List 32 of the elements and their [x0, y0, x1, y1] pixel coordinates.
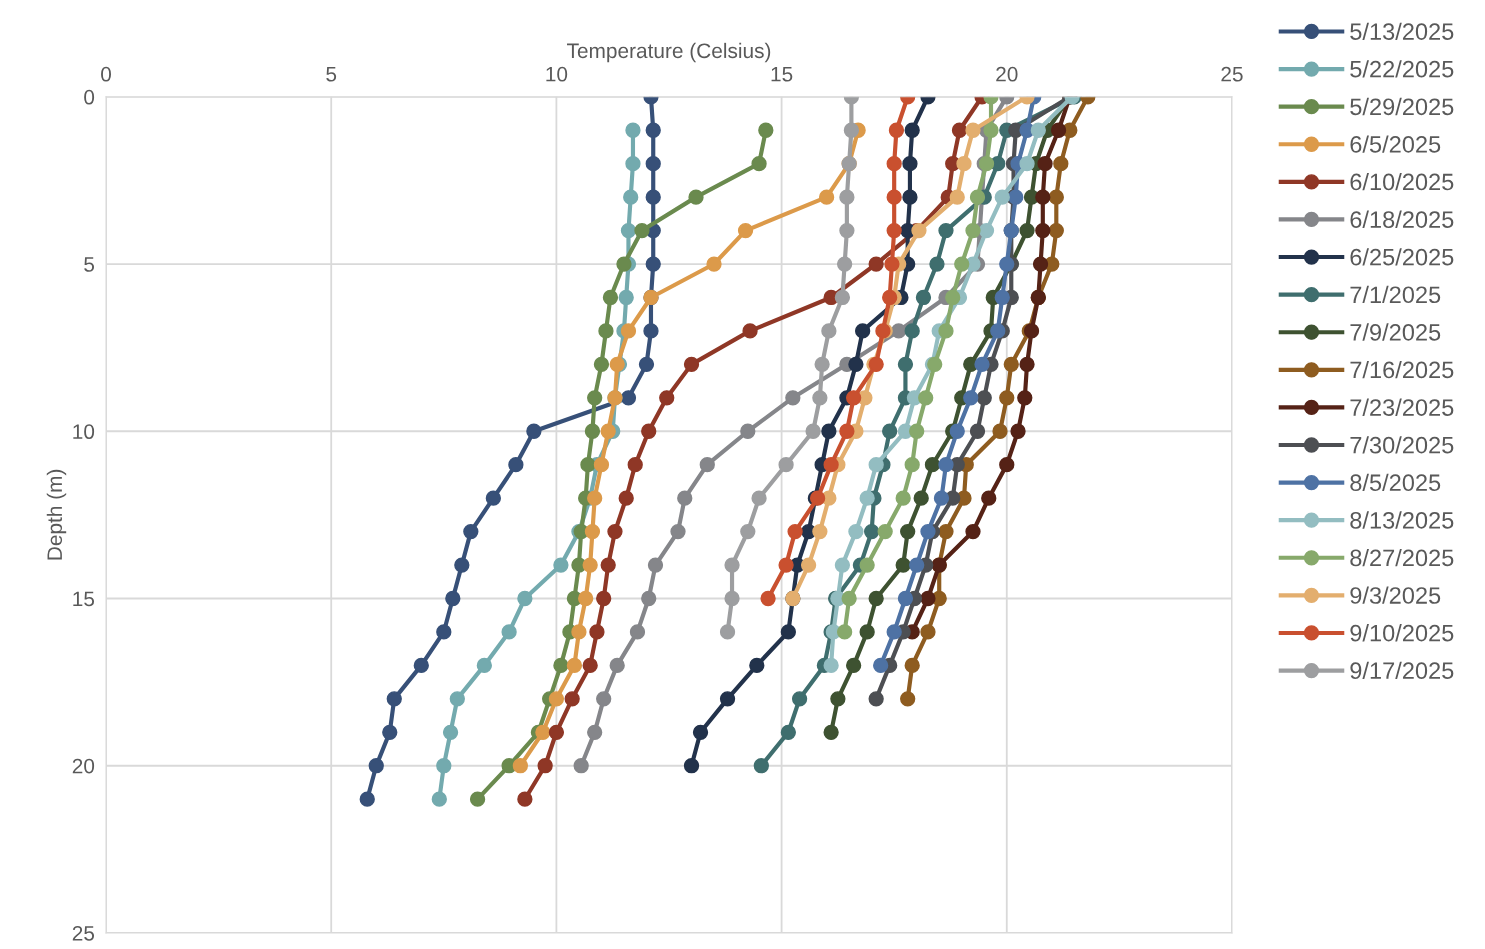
legend-label: 9/17/2025 — [1350, 661, 1454, 680]
legend-label: 9/10/2025 — [1350, 624, 1454, 642]
legend-label: 8/5/2025 — [1350, 473, 1441, 492]
x-tick-label: 10 — [546, 66, 568, 82]
legend-label: 5/13/2025 — [1350, 22, 1454, 40]
legend-label: 8/13/2025 — [1350, 511, 1454, 529]
legend-label: 7/1/2025 — [1350, 285, 1441, 304]
y-tick-label: 0 — [84, 89, 95, 105]
legend-label: 6/25/2025 — [1350, 248, 1454, 266]
legend-label: 6/18/2025 — [1350, 210, 1454, 228]
x-axis-title: Temperature (Celsius) — [567, 42, 771, 63]
legend-label: 6/10/2025 — [1350, 173, 1454, 191]
legend-label: 6/5/2025 — [1350, 135, 1441, 153]
legend-label: 7/30/2025 — [1350, 436, 1454, 454]
y-tick-label: 5 — [84, 257, 95, 272]
x-tick-label: 0 — [101, 66, 112, 82]
x-tick-label: 15 — [771, 67, 793, 82]
legend-label: 5/22/2025 — [1350, 60, 1454, 78]
legend-label: 8/27/2025 — [1350, 548, 1454, 567]
y-tick-label: 15 — [73, 591, 95, 607]
x-tick-label: 5 — [326, 67, 337, 82]
y-tick-label: 20 — [72, 758, 95, 774]
legend-label: 9/3/2025 — [1350, 586, 1441, 604]
legend-label: 7/23/2025 — [1350, 398, 1454, 416]
x-tick-label: 20 — [996, 66, 1018, 82]
y-tick-label: 10 — [73, 424, 95, 440]
y-axis-title: Depth (m) — [46, 469, 67, 560]
legend-label: 7/16/2025 — [1350, 360, 1454, 379]
x-tick-label: 25 — [1221, 66, 1243, 82]
y-tick-label: 25 — [72, 925, 95, 941]
legend-label: 5/29/2025 — [1350, 97, 1454, 116]
legend-label: 7/9/2025 — [1350, 323, 1441, 341]
